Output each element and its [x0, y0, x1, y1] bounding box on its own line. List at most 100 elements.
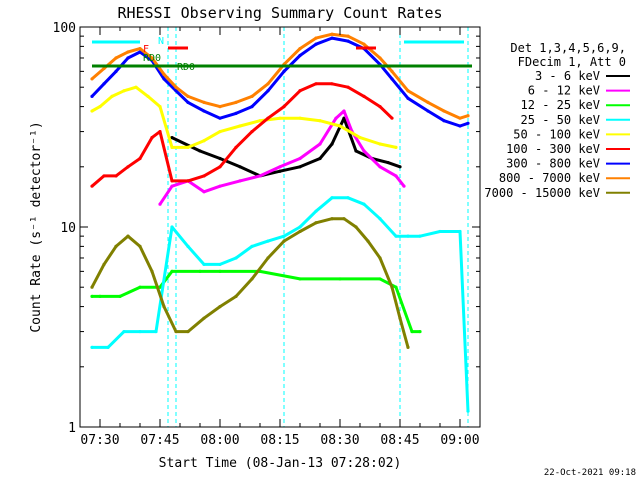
data-point	[186, 94, 190, 98]
data-point	[466, 409, 470, 413]
data-point	[346, 196, 350, 200]
data-point	[174, 329, 178, 334]
y-axis-label: Count Rate (s⁻¹ detector⁻¹)	[29, 121, 44, 332]
x-tick-label-6: 09:00	[440, 433, 479, 448]
legend-label-0: 3 - 6 keV	[535, 69, 600, 83]
data-point	[362, 42, 366, 46]
data-point	[90, 109, 94, 113]
data-point	[146, 94, 150, 98]
data-point	[202, 262, 206, 267]
legend-label-4: 50 - 100 keV	[513, 127, 600, 141]
data-point	[354, 225, 358, 229]
data-point	[250, 129, 254, 134]
y-tick-label-1: 10	[60, 221, 76, 236]
data-point	[282, 234, 286, 238]
data-point	[202, 109, 206, 113]
data-point	[362, 202, 366, 206]
data-point	[378, 142, 382, 146]
series-7	[90, 32, 470, 120]
data-point	[158, 129, 162, 134]
data-point	[162, 72, 166, 76]
data-point	[102, 66, 106, 71]
data-point	[342, 109, 346, 113]
data-point	[218, 184, 222, 188]
series-3	[90, 196, 470, 413]
data-point	[98, 104, 102, 109]
data-point	[390, 77, 394, 81]
data-point	[158, 202, 162, 206]
data-point	[266, 116, 270, 120]
data-point	[126, 56, 130, 60]
data-point	[238, 165, 242, 169]
data-point	[266, 89, 270, 93]
legend-header-line-2: FDecim 1, Att 0	[518, 55, 626, 69]
data-point	[138, 156, 142, 161]
data-point	[426, 109, 430, 113]
data-point	[162, 304, 166, 309]
legend-label-7: 800 - 7000 keV	[499, 171, 600, 185]
data-point	[378, 104, 382, 109]
data-point	[278, 116, 282, 120]
data-point	[346, 34, 350, 38]
data-point	[90, 345, 94, 350]
data-point	[298, 89, 302, 93]
data-point	[338, 124, 342, 128]
data-point	[266, 82, 270, 86]
data-point	[406, 96, 410, 100]
annotation-2: RD0	[143, 53, 161, 64]
data-point	[378, 256, 382, 260]
data-point	[330, 142, 334, 146]
data-point	[250, 244, 254, 248]
data-point	[278, 169, 282, 173]
series-1	[158, 109, 406, 206]
data-point	[342, 116, 346, 120]
data-point	[390, 116, 394, 120]
data-point	[338, 277, 342, 281]
data-point	[218, 156, 222, 161]
data-point	[170, 225, 174, 229]
data-point	[398, 316, 402, 320]
data-point	[234, 294, 238, 298]
data-point	[238, 124, 242, 128]
x-tick-label-2: 08:00	[200, 433, 239, 448]
y-tick-label-2: 100	[53, 21, 76, 36]
data-point	[394, 234, 398, 238]
data-point	[170, 184, 174, 188]
series-6	[90, 36, 470, 128]
data-point	[314, 42, 318, 46]
data-point	[298, 165, 302, 169]
data-point	[202, 316, 206, 320]
data-point	[394, 145, 398, 150]
data-point	[218, 104, 222, 109]
data-point	[346, 39, 350, 43]
series-8	[90, 217, 410, 350]
data-point	[174, 85, 178, 89]
data-point	[138, 329, 142, 334]
data-point	[426, 100, 430, 104]
data-point	[394, 285, 398, 289]
data-point	[114, 56, 118, 60]
data-point	[402, 184, 406, 188]
data-point	[458, 124, 462, 128]
y-tick-label-0: 1	[68, 421, 76, 436]
data-point	[266, 239, 270, 243]
data-point	[186, 329, 190, 334]
footer-stamp: 22-Oct-2021 09:18	[544, 468, 636, 478]
legend-label-6: 300 - 800 keV	[506, 157, 600, 171]
data-point	[98, 294, 102, 298]
data-point	[234, 256, 238, 260]
data-point	[234, 145, 238, 150]
data-point	[170, 179, 174, 183]
data-point	[114, 244, 118, 248]
data-point	[238, 179, 242, 183]
data-point	[258, 119, 262, 123]
series-4	[90, 85, 398, 150]
data-point	[150, 269, 154, 273]
data-point	[102, 174, 106, 178]
data-point	[330, 196, 334, 200]
data-point	[234, 111, 238, 115]
legend-label-2: 12 - 25 keV	[521, 98, 600, 112]
data-point	[330, 217, 334, 221]
data-point	[282, 239, 286, 243]
data-point	[90, 77, 94, 81]
